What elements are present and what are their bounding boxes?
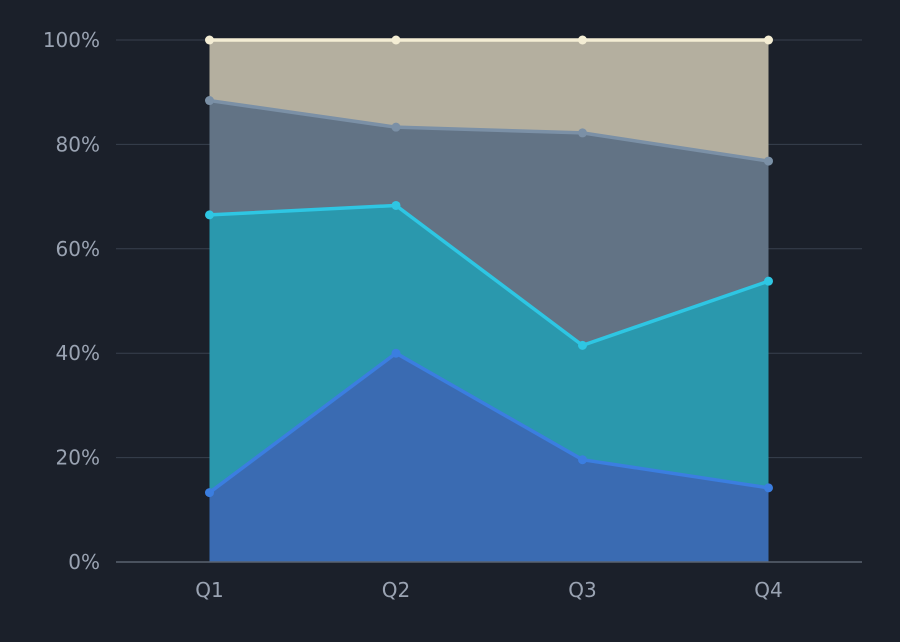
point-series-1[interactable] [764,483,773,493]
line-series-3 [207,98,771,163]
y-tick-label: 20% [56,446,100,470]
point-series-3[interactable] [578,128,587,138]
point-series-4[interactable] [578,35,587,45]
y-tick-label: 40% [56,341,100,365]
point-series-1[interactable] [391,348,401,358]
x-tick-label: Q2 [382,578,410,602]
tick-labels: 0% 20% 40% 60% 80% 100% Q1 Q2 Q3 Q4 [43,28,783,602]
point-series-4[interactable] [391,35,401,45]
line-series-2 [207,203,771,348]
point-series-3[interactable] [205,96,214,106]
y-tick-label: 0% [68,550,100,574]
x-tick-label: Q3 [568,578,596,602]
point-series-2[interactable] [764,276,773,286]
series-lines [207,38,771,495]
point-series-2[interactable] [391,200,401,210]
line-series-1 [207,351,771,495]
x-tick-label: Q1 [195,578,223,602]
area-series-3 [209,100,769,346]
point-series-2[interactable] [578,340,587,350]
point-series-1[interactable] [205,488,214,498]
area-fills [209,40,769,562]
point-series-3[interactable] [391,122,401,132]
x-tick-label: Q4 [754,578,782,602]
point-series-3[interactable] [764,156,773,166]
area-series-4 [209,40,769,162]
y-tick-label: 80% [56,132,100,156]
point-series-4[interactable] [764,35,773,45]
y-tick-label: 60% [56,237,100,261]
point-series-4[interactable] [205,35,214,45]
area-series-1 [209,353,769,562]
point-series-2[interactable] [205,210,214,220]
y-tick-label: 100% [43,28,100,52]
data-points [205,35,773,498]
area-series-2 [209,205,769,493]
point-series-1[interactable] [578,455,587,465]
